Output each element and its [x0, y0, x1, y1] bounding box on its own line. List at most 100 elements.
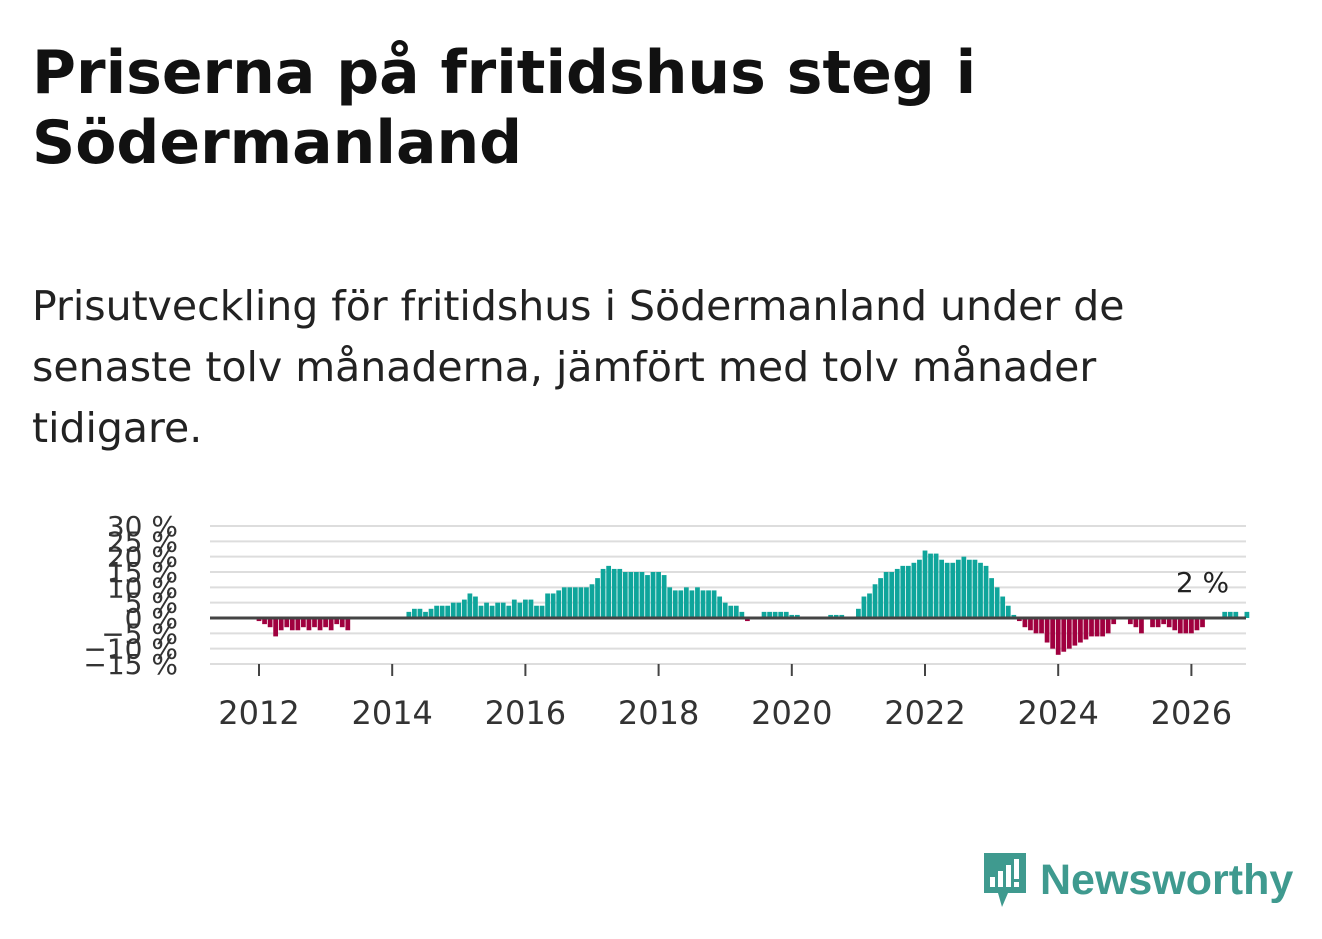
bar	[900, 565, 906, 618]
bar	[406, 611, 412, 618]
bar-chart: 30 %25 %20 %15 %10 %5 %0 %−5 %−10 %−15 %…	[83, 510, 1250, 732]
bar	[672, 590, 678, 618]
bar	[539, 605, 545, 618]
y-tick-label: 5 %	[125, 587, 178, 620]
y-tick-label: −15 %	[83, 648, 178, 681]
bar	[1078, 618, 1083, 643]
y-tick-label: −10 %	[83, 633, 178, 666]
bar	[1094, 618, 1100, 637]
x-tick-label: 2022	[884, 694, 965, 732]
bar	[467, 593, 473, 618]
bar	[517, 602, 523, 618]
bar	[728, 605, 734, 618]
bar	[1244, 611, 1250, 618]
bar	[700, 590, 706, 618]
bar	[589, 584, 595, 618]
bar	[284, 618, 290, 628]
bar	[745, 618, 750, 622]
bar	[328, 618, 334, 631]
bar	[456, 602, 462, 618]
bar	[833, 614, 839, 618]
bar	[323, 618, 328, 628]
bar	[739, 611, 745, 618]
bar	[883, 572, 889, 618]
bar	[689, 590, 695, 618]
bar	[872, 584, 878, 618]
bar	[417, 608, 423, 618]
bar	[939, 559, 945, 618]
bar	[1189, 618, 1194, 634]
bar	[889, 572, 895, 618]
bar	[595, 578, 600, 618]
bar	[1177, 618, 1183, 634]
logo-text: Newsworthy	[1040, 855, 1294, 904]
bar	[917, 559, 922, 618]
bar	[445, 605, 451, 618]
bar	[1089, 618, 1094, 637]
bar	[933, 553, 939, 618]
bar	[1233, 611, 1239, 618]
bar	[278, 618, 284, 631]
bar	[561, 587, 567, 618]
bar	[856, 608, 861, 618]
bar	[645, 575, 650, 618]
bar	[978, 562, 983, 618]
bar	[567, 587, 573, 618]
bar	[878, 578, 883, 618]
chart-subtitle: Prisutveckling för fritidshus i Söderman…	[32, 282, 1125, 452]
bar	[683, 587, 689, 618]
x-tick-label: 2024	[1017, 694, 1098, 732]
bar	[339, 618, 345, 628]
bar	[944, 562, 950, 618]
bar	[317, 618, 323, 631]
bar	[733, 605, 739, 618]
bar	[1133, 618, 1139, 628]
y-tick-label: 30 %	[107, 510, 178, 543]
bar	[600, 568, 606, 618]
bar	[312, 618, 317, 628]
bar	[678, 590, 684, 618]
bar	[867, 593, 872, 618]
bar	[1194, 618, 1200, 631]
bar	[262, 618, 267, 625]
bar	[606, 565, 612, 618]
bar	[584, 587, 589, 618]
bar	[722, 602, 728, 618]
bar	[772, 611, 778, 618]
bar	[955, 559, 961, 618]
bar	[534, 605, 539, 618]
bar	[267, 618, 273, 628]
bar	[528, 599, 534, 618]
bar	[711, 590, 717, 618]
bar	[1028, 618, 1033, 631]
bar	[572, 587, 578, 618]
bar	[450, 602, 456, 618]
y-tick-label: 20 %	[107, 541, 178, 574]
bar	[495, 602, 501, 618]
bar	[622, 572, 628, 618]
bar	[306, 618, 312, 631]
bar	[994, 587, 1000, 618]
bar	[489, 605, 495, 618]
bar	[273, 618, 279, 637]
x-tick-label: 2020	[751, 694, 832, 732]
bar	[961, 556, 967, 618]
bar	[778, 611, 784, 618]
bar	[1172, 618, 1178, 631]
bar	[439, 605, 445, 618]
bar	[761, 611, 767, 618]
bar	[972, 559, 978, 618]
bar	[1011, 614, 1017, 618]
bar	[506, 605, 512, 618]
bar-chart-speech-bubble-icon	[984, 853, 1026, 907]
bar	[783, 611, 789, 618]
bar	[1083, 618, 1089, 640]
latest-value-annotation: 2 %	[1176, 566, 1229, 599]
bar	[550, 593, 556, 618]
bar	[295, 618, 301, 631]
bar	[511, 599, 517, 618]
bar	[1039, 618, 1044, 634]
x-tick-label: 2016	[485, 694, 566, 732]
bar	[423, 611, 428, 618]
bar	[523, 599, 528, 618]
